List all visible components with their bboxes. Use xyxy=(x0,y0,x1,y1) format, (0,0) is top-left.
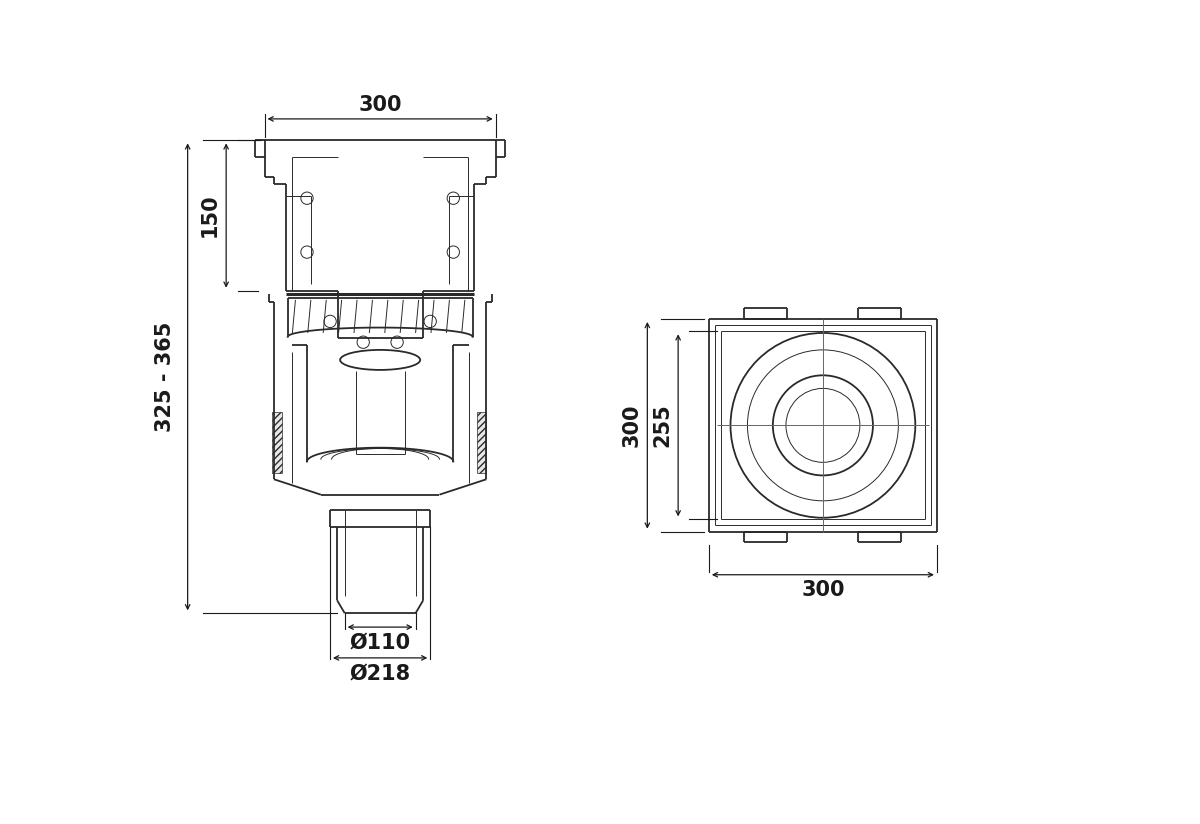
Bar xyxy=(478,411,486,473)
Text: Ø110: Ø110 xyxy=(349,633,410,653)
Text: Ø218: Ø218 xyxy=(349,663,410,683)
Text: 255: 255 xyxy=(653,404,673,447)
Text: 300: 300 xyxy=(359,95,402,115)
Text: 300: 300 xyxy=(802,580,845,600)
Text: 300: 300 xyxy=(622,404,642,447)
Text: 150: 150 xyxy=(199,194,220,237)
Bar xyxy=(272,411,282,473)
Text: 325 - 365: 325 - 365 xyxy=(155,321,174,432)
